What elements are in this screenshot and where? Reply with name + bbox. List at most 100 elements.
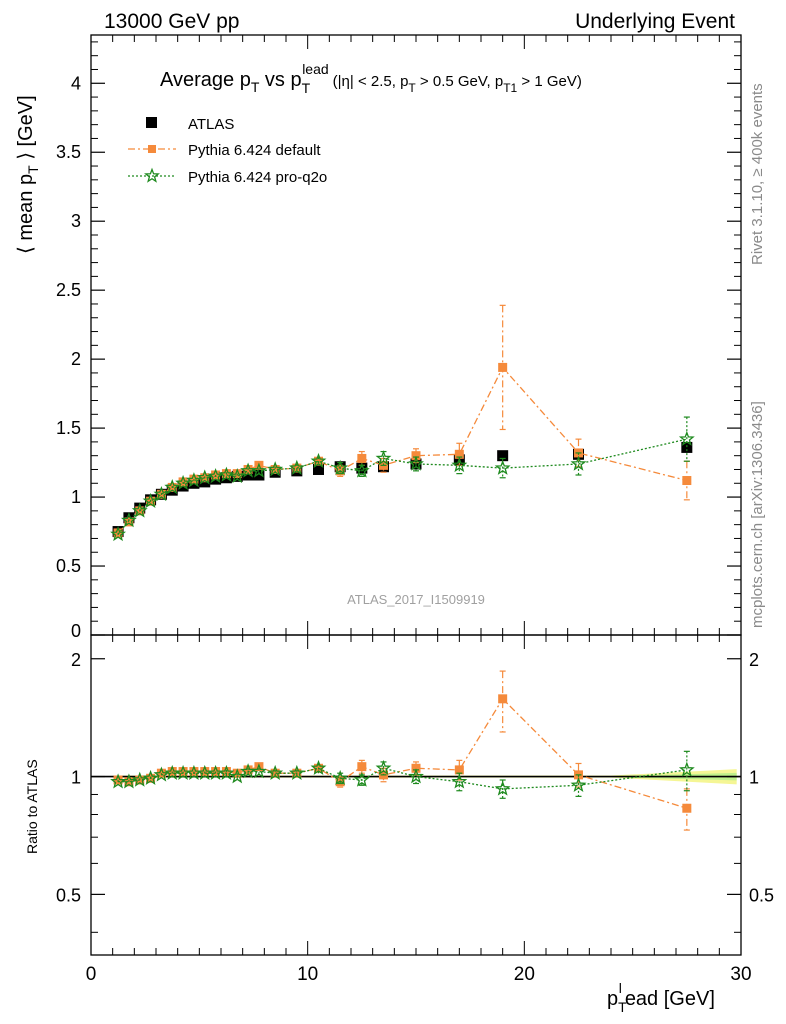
pythia-proq2o-point	[570, 455, 587, 471]
mcplots-side-label: mcplots.cern.ch [arXiv:1306.3436]	[749, 401, 766, 628]
main-y-tick-label: 1	[71, 487, 81, 507]
pythia-proq2o-point	[375, 450, 392, 466]
ratio-pythia-proq2o-point	[408, 768, 424, 784]
legend-proq2o-marker	[144, 167, 160, 183]
rivet-side-label: Rivet 3.1.10, ≥ 400k events	[749, 83, 766, 265]
pythia-default-point	[124, 517, 134, 527]
pythia-default-point	[498, 362, 508, 372]
ratio-y-tick-label-right: 2	[749, 650, 759, 670]
pythia-default-point	[454, 449, 464, 459]
x-tick-label: 0	[86, 964, 97, 985]
header-left: 13000 GeV pp	[104, 10, 239, 33]
pythia-proq2o-point	[310, 452, 327, 468]
pythia-default-point	[270, 464, 280, 474]
pythia-proq2o-point	[494, 459, 511, 475]
ratio-y-tick-label: 1	[71, 768, 81, 788]
ratio-pythia-proq2o-point	[570, 776, 587, 793]
main-y-tick-label: 1.5	[56, 418, 81, 438]
x-axis-label: pTl ead [GeV]	[607, 980, 715, 1015]
ratio-pythia-proq2o-point	[678, 761, 695, 777]
pythia-proq2o-point	[451, 456, 468, 473]
pythia-default-point	[682, 476, 692, 486]
pythia-proq2o-point	[196, 469, 213, 485]
x-tick-label: 20	[514, 964, 535, 985]
header-right: Underlying Event	[575, 10, 735, 33]
pythia-proq2o-point	[142, 492, 159, 508]
main-y-tick-label: 0.5	[56, 556, 81, 576]
ratio-pythia-proq2o-point	[218, 764, 235, 780]
main-y-tick-label: 3	[71, 211, 81, 231]
pythia-proq2o-point	[678, 430, 695, 446]
ratio-pythia-proq2o-point	[267, 764, 284, 780]
ratio-pythia-proq2o-point	[494, 780, 511, 796]
ratio-pythia-proq2o-point	[142, 769, 159, 786]
pythia-proq2o-point	[110, 525, 127, 542]
pythia-proq2o-point	[229, 468, 246, 484]
legend-atlas-marker	[146, 117, 157, 128]
ratio-pythia-proq2o-point	[120, 773, 137, 789]
ratio-pythia-default-line	[117, 697, 688, 809]
ratio-pythia-proq2o-point	[229, 768, 246, 784]
pythia-proq2o-point	[131, 502, 148, 518]
ratio-pythia-proq2o-point	[310, 759, 327, 776]
pythia-proq2o-point	[218, 466, 235, 482]
pythia-proq2o-point	[164, 479, 181, 495]
atlas-data-point	[253, 469, 265, 481]
main-plot-area	[110, 304, 695, 542]
ratio-pythia-default-point	[454, 765, 464, 775]
legend-default-label: Pythia 6.424 default	[188, 142, 321, 159]
ratio-plot-area	[91, 670, 741, 831]
main-y-tick-label: 2	[71, 349, 81, 369]
atlas-data-point	[497, 450, 509, 462]
ratio-pythia-proq2o-point	[250, 763, 267, 779]
pythia-proq2o-point	[153, 485, 170, 502]
atlas-data-point	[356, 462, 368, 474]
ratio-pythia-proq2o-point	[451, 773, 468, 789]
legend-proq2o-label: Pythia 6.424 pro-q2o	[188, 169, 327, 186]
main-y-tick-label: 3.5	[56, 142, 81, 162]
pythia-proq2o-point	[175, 474, 192, 491]
ratio-y-tick-label: 0.5	[56, 885, 81, 905]
main-y-tick-label: 2.5	[56, 280, 81, 300]
pythia-proq2o-point	[207, 468, 224, 484]
ratio-pythia-default-point	[270, 768, 280, 778]
ratio-pythia-default-point	[682, 803, 692, 813]
legend-default-marker	[148, 145, 156, 153]
ratio-pythia-default-point	[498, 694, 508, 704]
pythia-default-point	[357, 453, 367, 463]
main-title: Average pT vs pTlead(|η| < 2.5, pT > 0.5…	[160, 61, 582, 96]
ratio-pythia-proq2o-point	[131, 771, 148, 787]
ratio-y-tick-label-right: 0.5	[749, 885, 774, 905]
pythia-proq2o-point	[120, 512, 137, 528]
pythia-proq2o-point	[267, 461, 284, 477]
pythia-proq2o-point	[288, 459, 305, 475]
analysis-watermark: ATLAS_2017_I1509919	[347, 592, 485, 607]
main-y-axis-label: ⟨ mean pT ⟩ [GeV]	[15, 95, 41, 254]
ratio-y-axis-label: Ratio to ATLAS	[24, 759, 40, 854]
legend: ATLAS Pythia 6.424 default Pythia 6.424 …	[128, 116, 327, 186]
ratio-pythia-proq2o-point	[332, 769, 349, 786]
x-tick-label: 30	[730, 964, 751, 985]
pythia-default-line	[117, 366, 687, 534]
atlas-data-point	[242, 469, 254, 481]
main-y-tick-label: 4	[71, 73, 81, 93]
pythia-proq2o-point	[185, 472, 202, 488]
legend-atlas-label: ATLAS	[188, 116, 234, 133]
pythia-proq2o-line	[117, 438, 687, 535]
ratio-y-tick-label-right: 1	[749, 768, 759, 788]
pythia-proq2o-point	[408, 455, 424, 471]
ratio-pythia-proq2o-point	[375, 759, 392, 776]
atlas-data-point	[681, 441, 693, 453]
ratio-pythia-proq2o-point	[288, 764, 305, 780]
ratio-pythia-proq2o-point	[153, 766, 170, 782]
ratio-pythia-proq2o-point	[353, 771, 370, 787]
atlas-data-point	[313, 463, 324, 475]
pythia-proq2o-point	[353, 462, 370, 478]
pythia-proq2o-point	[250, 462, 267, 478]
x-tick-label: 10	[297, 964, 318, 985]
main-y-tick-label: 0	[71, 621, 81, 641]
ratio-pythia-default-point	[357, 762, 367, 772]
ratio-y-tick-label: 2	[71, 650, 81, 670]
pythia-proq2o-point	[332, 459, 349, 475]
